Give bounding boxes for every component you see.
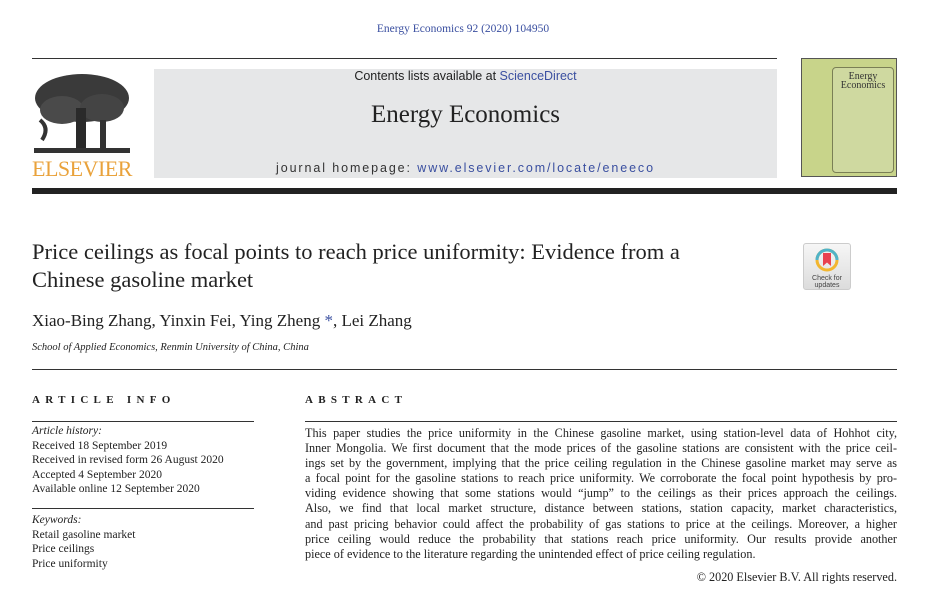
abstract-line: piece of evidence to the literature rega… [305,546,756,561]
abstract-line: ings set by the government, implying tha… [305,456,897,471]
keyword: Price ceilings [32,543,95,556]
abstract-heading: ABSTRACT [305,394,408,406]
author[interactable]: Lei Zhang [341,311,412,330]
top-rule [32,58,777,59]
author[interactable]: Ying Zheng [239,311,321,330]
section-rule [32,369,897,370]
abstract-line: a focal point for the gasoline stations … [305,471,897,486]
homepage-label: journal homepage: [276,161,418,175]
keywords: Keywords: Retail gasoline market Price c… [32,513,135,571]
header-divider [32,188,897,194]
check-label: Check for [812,275,842,282]
abstract-line: Also, we find that local market structur… [305,501,897,516]
corresponding-author-mark[interactable]: * [324,311,333,330]
masthead-box [154,69,777,178]
contents-line: Contents lists available at ScienceDirec… [154,69,777,83]
journal-citation-link[interactable]: Energy Economics 92 (2020) 104950 [376,23,550,35]
author[interactable]: Yinxin Fei [159,311,232,330]
elsevier-wordmark: ELSEVIER [32,156,132,181]
journal-cover-thumbnail[interactable]: Energy Economics [801,58,897,177]
updates-label: updates [814,282,840,289]
sciencedirect-link[interactable]: ScienceDirect [499,69,577,83]
journal-title: Energy Economics [370,101,561,128]
abstract-line: This paper studies the price uniformity … [305,426,897,440]
contents-prefix: Contents lists available at [354,69,500,83]
history-item: Accepted 4 September 2020 [32,468,162,481]
article-info-heading: ARTICLE INFO [32,394,176,406]
history-item: Received in revised form 26 August 2020 [32,454,224,467]
copyright: © 2020 Elsevier B.V. All rights reserved… [696,570,897,584]
keywords-label: Keywords: [32,514,82,526]
article-history: Article history: Received 18 September 2… [32,424,224,497]
author-list: Xiao-Bing Zhang, Yinxin Fei, Ying Zheng … [32,311,412,330]
info-rule [32,508,254,509]
affiliation: School of Applied Economics, Renmin Univ… [32,342,309,353]
history-item: Available online 12 September 2020 [32,483,200,496]
abstract-line: viding evidence showing that some statio… [305,486,897,501]
cover-title: Energy Economics [840,71,886,91]
homepage-link[interactable]: www.elsevier.com/locate/eneeco [417,161,655,175]
cover-panel: Energy Economics [832,67,894,173]
title-line: Chinese gasoline market [32,267,254,292]
abstract-line: price ceiling would reduce the probabili… [305,531,897,546]
abstract-text: This paper studies the price uniformity … [305,426,897,562]
abstract-line: and past pricing behavior could affect t… [305,516,897,531]
article-title: Price ceilings as focal points to reach … [32,238,772,294]
history-item: Received 18 September 2019 [32,439,168,452]
keyword: Retail gasoline market [32,528,136,541]
journal-homepage: journal homepage: www.elsevier.com/locat… [154,161,777,175]
author[interactable]: Xiao-Bing Zhang [32,311,152,330]
keyword: Price uniformity [32,557,108,570]
abstract-line: Inner Mongolia. We first document that t… [305,441,897,456]
check-for-updates-button[interactable]: Check for updates [803,243,851,290]
bookmark-circle-icon [815,248,839,272]
abstract-rule [305,421,897,422]
tree-icon [34,74,130,153]
info-rule [32,421,254,422]
title-line: Price ceilings as focal points to reach … [32,239,680,264]
history-label: Article history: [32,425,102,437]
elsevier-tree-logo[interactable] [32,70,132,180]
